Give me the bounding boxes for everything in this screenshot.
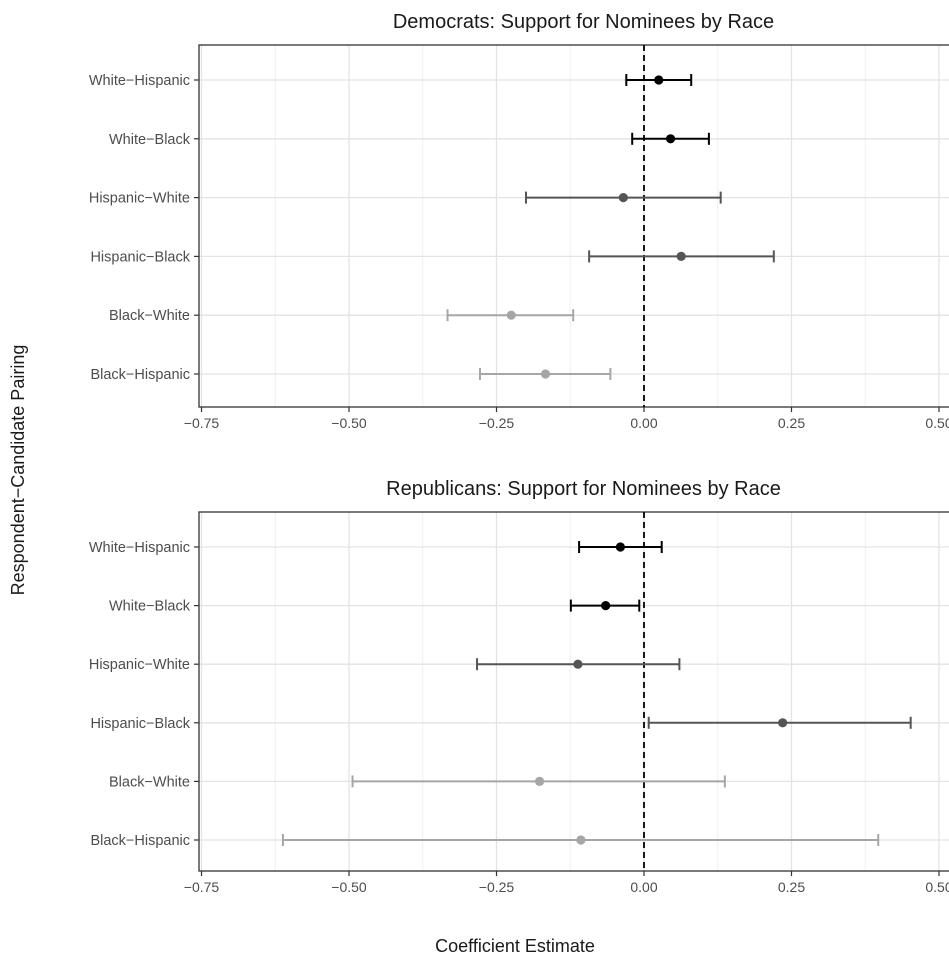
x-tick-label: −0.75 bbox=[184, 879, 220, 895]
x-tick-label: −0.25 bbox=[479, 879, 515, 895]
point-estimate bbox=[778, 718, 788, 728]
x-tick-label: 0.50 bbox=[925, 415, 949, 431]
x-tick-label: 0.00 bbox=[630, 415, 657, 431]
x-tick-label: −0.50 bbox=[331, 415, 367, 431]
x-tick-label: −0.25 bbox=[479, 415, 515, 431]
y-tick-label: White−Hispanic bbox=[89, 73, 190, 89]
point-estimate bbox=[506, 310, 516, 320]
panel-title: Democrats: Support for Nominees by Race bbox=[393, 11, 774, 33]
point-estimate bbox=[618, 193, 628, 203]
panel-republicans: Republicans: Support for Nominees by Rac… bbox=[89, 478, 949, 895]
panel-title: Republicans: Support for Nominees by Rac… bbox=[386, 478, 781, 500]
point-estimate bbox=[601, 601, 611, 611]
y-tick-label: Hispanic−Black bbox=[90, 716, 190, 732]
y-tick-label: White−Black bbox=[109, 599, 191, 615]
x-tick-label: 0.25 bbox=[778, 415, 805, 431]
y-tick-label: Black−White bbox=[109, 774, 190, 790]
x-tick-label: 0.00 bbox=[630, 879, 657, 895]
point-estimate bbox=[654, 75, 664, 85]
point-estimate bbox=[576, 835, 586, 845]
y-tick-label: Hispanic−White bbox=[89, 191, 190, 207]
panel-border bbox=[198, 511, 949, 872]
point-estimate bbox=[665, 134, 676, 144]
point-estimate bbox=[573, 659, 583, 669]
y-tick-label: Hispanic−White bbox=[89, 657, 190, 673]
y-tick-label: Black−White bbox=[109, 308, 190, 324]
point-estimate bbox=[534, 776, 545, 787]
y-tick-label: Hispanic−Black bbox=[90, 249, 190, 265]
panel-democrats: Democrats: Support for Nominees by Race −… bbox=[89, 11, 949, 431]
y-tick-label: White−Hispanic bbox=[89, 540, 190, 556]
point-estimate bbox=[540, 369, 551, 379]
y-tick-label: Black−Hispanic bbox=[90, 367, 190, 383]
point-estimate bbox=[615, 542, 626, 552]
x-tick-label: 0.50 bbox=[925, 879, 949, 895]
y-axis-title: Respondent−Candidate Pairing bbox=[8, 345, 28, 596]
point-estimate bbox=[676, 251, 686, 261]
y-tick-label: Black−Hispanic bbox=[90, 833, 190, 849]
x-tick-label: 0.25 bbox=[778, 879, 805, 895]
x-tick-label: −0.50 bbox=[331, 879, 367, 895]
x-tick-label: −0.75 bbox=[184, 415, 220, 431]
y-tick-label: White−Black bbox=[109, 132, 191, 148]
panel-border bbox=[198, 44, 949, 408]
x-axis-title: Coefficient Estimate bbox=[435, 936, 595, 956]
